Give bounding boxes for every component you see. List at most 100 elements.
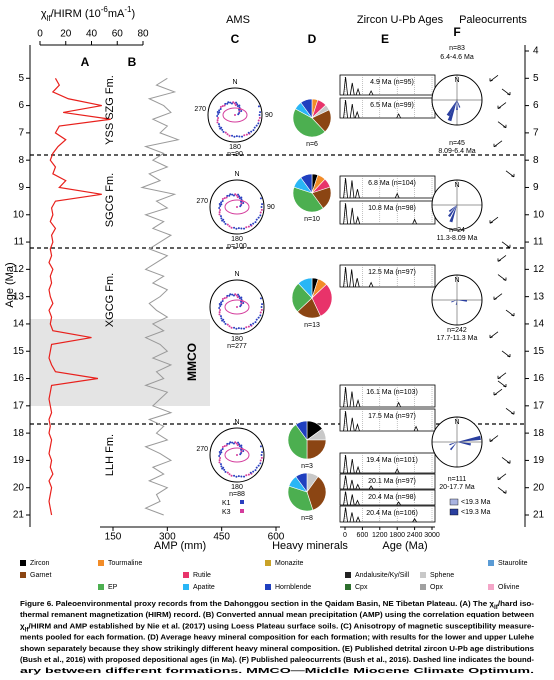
rose-text: n=242 [447,327,467,334]
right-tick-label: 14 [533,319,545,330]
stereonet-point [245,474,248,477]
left-tick-label: 21 [13,510,25,521]
stereonet-point [242,201,245,204]
mineral-label: Zircon [30,560,50,567]
right-tick-label: 11 [533,237,544,248]
panel-a-title-part: lf [47,14,52,23]
histogram-peak [355,189,360,199]
stereonet-point [232,294,235,297]
stereonet-point [236,296,239,299]
stereonet-point [220,303,223,306]
stereonet-n: N [232,79,237,86]
stereonet-point [217,123,220,126]
confidence-ellipse [222,107,248,123]
stereonet-point [255,124,258,127]
stereonet-point [254,469,257,472]
stereonet-point [226,102,229,105]
stereonet-point [235,327,238,330]
stereonet-count: n=88 [229,491,245,498]
stereonet-point [217,116,220,119]
rose-legend-label: <19.3 Ma [461,509,490,516]
histogram-box [339,473,436,490]
caption-segment: /hard iso- [498,599,535,608]
stereonet-point [218,455,221,458]
stereonet-point [259,459,262,462]
stereonet-point [243,227,246,230]
rose-text: 6.4-4.6 Ma [440,54,474,61]
stereonet-point [224,102,227,105]
stereonet-point [249,223,252,226]
stereonet-point [247,473,250,476]
stereonet-point [219,208,222,211]
stereonet-point [219,308,222,311]
stereonet-point [232,194,235,197]
panel-b-tick-label: 450 [213,532,230,543]
stereonet-point [226,194,229,197]
histogram-peak [396,501,401,506]
mmco-label: MMCO [185,343,199,381]
rose-petal [456,100,458,110]
stereonet-point [228,442,231,445]
stereonet-point [259,445,262,448]
rose-text: 17.7-11.3 Ma [437,335,478,342]
stereonet-point [236,306,238,308]
panel-b-tick-label: 600 [268,532,285,543]
pie-count: n=10 [304,216,320,223]
stereonet-s: 180 [231,236,243,243]
rose-text: 8.09-6.4 Ma [438,148,475,155]
stereonet-point [259,314,262,317]
panel-a-tick-label: 40 [86,29,98,40]
stereonet-point [238,197,241,200]
paleocurrent-arrow [497,121,507,129]
stereonet-point [261,451,264,454]
stereonet-point [245,226,248,229]
histogram-peak [354,278,360,288]
stereonet-point [237,327,240,330]
panel-a-tick-label: 60 [112,29,124,40]
stereonet-point [231,441,234,444]
mineral-label: Garnet [30,572,51,579]
mineral-swatch [488,584,494,590]
stereonet-point [228,473,231,476]
stereonet-point [226,442,229,445]
k3-label: K3 [222,509,231,516]
mineral-label: Tourmaline [108,560,142,567]
stereonet-point [247,325,250,328]
confidence-ellipse [224,299,250,315]
right-tick-label: 9 [533,182,539,193]
rose-petal [449,205,457,223]
stereonet-point [259,462,262,465]
stereonet-point [226,133,229,136]
stereonet-point [220,201,223,204]
panel-a-tick-label: 0 [37,29,43,40]
stereonet-point [249,323,252,326]
histogram-peak [355,399,361,408]
stereonet-point [238,108,241,111]
stereonet-point [233,474,236,477]
right-tick-label: 21 [533,510,545,521]
paleocurrent-arrow [497,473,507,481]
stereonet-point [233,226,236,229]
mineral-label: Opx [430,584,443,591]
histogram-peak [413,425,419,432]
right-tick-label: 13 [533,291,545,302]
stereonet-point [221,299,224,302]
caption-segment: ary between different formations. MMCO—M… [20,666,534,675]
stereonet-point [242,301,245,304]
stereonet-point [226,223,229,226]
stereonet-point [220,126,223,129]
panel-a-title-part: -6 [101,5,109,14]
formation-label: YSS SZG Fm. [104,75,116,145]
histogram-box [339,384,436,408]
stereonet-count: n=90 [227,151,243,158]
caption-line: ments pooled for each formation. (D) Ave… [20,633,534,642]
mineral-swatch [98,584,104,590]
stereonet-point [224,470,227,473]
paleocurrent-arrow [493,293,503,301]
histogram-peak [343,99,348,119]
stereonet-point [218,311,221,314]
stereonet-point [220,217,223,220]
stereonet-point [220,465,223,468]
rose-north: N [454,277,459,284]
